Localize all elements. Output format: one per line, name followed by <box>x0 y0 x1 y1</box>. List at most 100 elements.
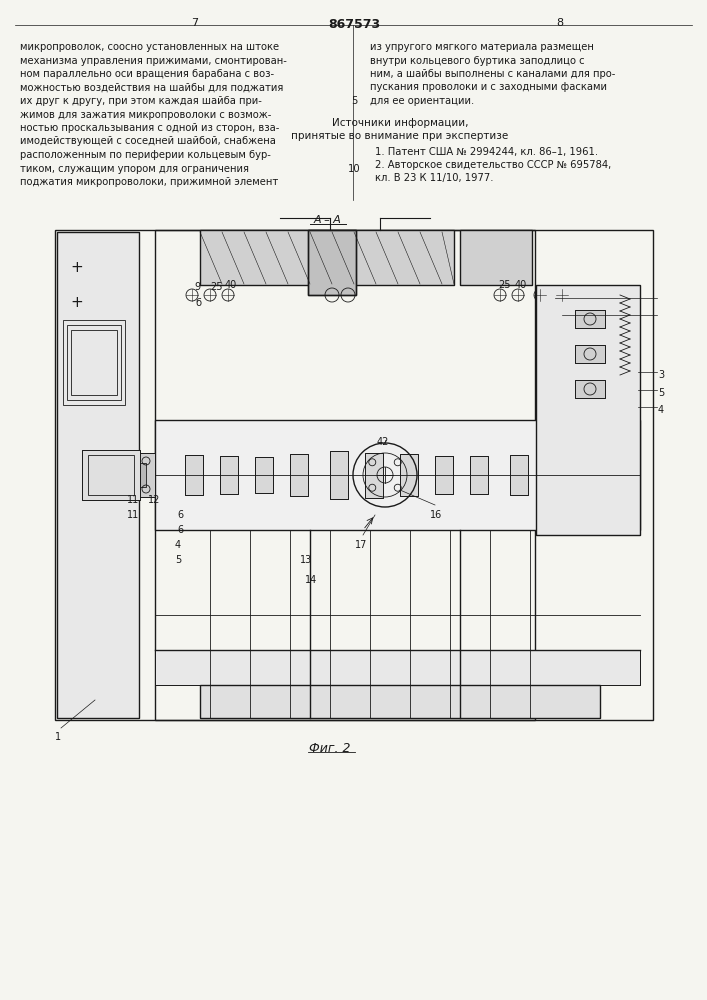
Bar <box>57 232 139 718</box>
Bar <box>155 230 535 720</box>
Bar <box>71 330 117 395</box>
Text: 2. Авторское свидетельство СССР № 695784,: 2. Авторское свидетельство СССР № 695784… <box>375 160 612 170</box>
Text: 11: 11 <box>127 510 139 520</box>
Text: 1. Патент США № 2994244, кл. 86–1, 1961.: 1. Патент США № 2994244, кл. 86–1, 1961. <box>375 146 598 156</box>
Text: микропроволок, соосно установленных на штоке: микропроволок, соосно установленных на ш… <box>20 42 279 52</box>
Text: +: + <box>71 260 83 275</box>
Text: Фиг. 2: Фиг. 2 <box>309 742 351 755</box>
Text: б: б <box>195 298 201 308</box>
Text: 1: 1 <box>55 732 61 742</box>
Text: А – А: А – А <box>314 215 342 225</box>
Text: 40: 40 <box>225 280 238 290</box>
Bar <box>575 380 605 398</box>
Bar <box>365 453 383 498</box>
Bar <box>460 230 532 285</box>
Text: 3: 3 <box>658 370 664 380</box>
Bar <box>585 458 603 493</box>
Bar <box>55 230 653 720</box>
Bar <box>585 458 603 493</box>
Bar <box>185 455 203 495</box>
Bar <box>67 325 121 400</box>
Text: +: + <box>71 295 83 310</box>
Text: 13: 13 <box>300 555 312 565</box>
Bar <box>550 456 568 494</box>
Bar <box>308 230 356 295</box>
Text: Источники информации,: Источники информации, <box>332 117 468 127</box>
Bar <box>575 310 605 328</box>
Bar <box>155 650 640 685</box>
Bar <box>255 457 273 493</box>
Bar <box>330 451 348 499</box>
Bar <box>290 454 308 496</box>
Bar <box>137 453 155 497</box>
Bar <box>575 345 605 363</box>
Bar <box>140 463 146 487</box>
Bar <box>575 345 605 363</box>
Text: 42: 42 <box>377 437 390 447</box>
Text: 10: 10 <box>348 163 361 174</box>
Bar <box>400 454 418 496</box>
Text: 6: 6 <box>177 510 183 520</box>
Bar <box>470 456 488 494</box>
Bar <box>155 650 640 685</box>
Bar <box>63 320 125 405</box>
Bar <box>220 456 238 494</box>
Text: 17: 17 <box>355 540 368 550</box>
Bar <box>185 455 203 495</box>
Bar <box>470 456 488 494</box>
Text: 40: 40 <box>515 280 527 290</box>
Text: можностью воздействия на шайбы для поджатия: можностью воздействия на шайбы для поджа… <box>20 83 284 93</box>
Bar <box>255 457 273 493</box>
Text: кл. В 23 К 11/10, 1977.: кл. В 23 К 11/10, 1977. <box>375 174 493 184</box>
Text: механизма управления прижимами, смонтирован-: механизма управления прижимами, смонтиро… <box>20 55 287 66</box>
Bar <box>550 456 568 494</box>
Bar <box>137 453 155 497</box>
Text: 8: 8 <box>556 18 563 28</box>
Bar <box>200 685 600 718</box>
Text: 25: 25 <box>210 282 223 292</box>
Bar <box>57 232 139 718</box>
Bar <box>510 455 528 495</box>
Bar <box>400 454 418 496</box>
Text: 6: 6 <box>177 525 183 535</box>
Text: тиком, служащим упором для ограничения: тиком, служащим упором для ограничения <box>20 163 249 174</box>
Bar <box>308 230 356 295</box>
Bar <box>460 230 532 285</box>
Bar <box>82 450 140 500</box>
Bar <box>330 451 348 499</box>
Text: расположенным по периферии кольцевым бур-: расположенным по периферии кольцевым бур… <box>20 150 271 160</box>
Bar <box>435 456 453 494</box>
Text: пускания проволоки и с заходными фасками: пускания проволоки и с заходными фасками <box>370 83 607 93</box>
Text: их друг к другу, при этом каждая шайба при-: их друг к другу, при этом каждая шайба п… <box>20 96 262 106</box>
Text: 5: 5 <box>175 555 181 565</box>
Text: 14: 14 <box>305 575 317 585</box>
Text: для ее ориентации.: для ее ориентации. <box>370 96 474 106</box>
Text: 12: 12 <box>148 495 160 505</box>
Text: 5: 5 <box>351 96 357 106</box>
Bar <box>536 285 640 535</box>
Bar <box>155 420 640 530</box>
Text: жимов для зажатия микропроволоки с возмож-: жимов для зажатия микропроволоки с возмо… <box>20 109 271 119</box>
Text: 4: 4 <box>658 405 664 415</box>
Text: принятые во внимание при экспертизе: принятые во внимание при экспертизе <box>291 131 508 141</box>
Text: ним, а шайбы выполнены с каналами для про-: ним, а шайбы выполнены с каналами для пр… <box>370 69 615 79</box>
Text: имодействующей с соседней шайбой, снабжена: имодействующей с соседней шайбой, снабже… <box>20 136 276 146</box>
Bar <box>575 380 605 398</box>
Bar <box>200 230 454 285</box>
Text: 9: 9 <box>194 282 200 292</box>
Bar <box>575 310 605 328</box>
Text: 25: 25 <box>498 280 510 290</box>
Text: 7: 7 <box>192 18 199 28</box>
Bar <box>365 453 383 498</box>
Text: 11: 11 <box>127 495 139 505</box>
Bar <box>200 685 600 718</box>
Bar <box>290 454 308 496</box>
Bar <box>82 450 140 500</box>
Bar <box>220 456 238 494</box>
Text: из упругого мягкого материала размещен: из упругого мягкого материала размещен <box>370 42 594 52</box>
Text: 867573: 867573 <box>328 18 380 31</box>
Bar <box>155 420 640 530</box>
Text: 4: 4 <box>175 540 181 550</box>
Bar <box>88 455 134 495</box>
Bar <box>200 230 454 285</box>
